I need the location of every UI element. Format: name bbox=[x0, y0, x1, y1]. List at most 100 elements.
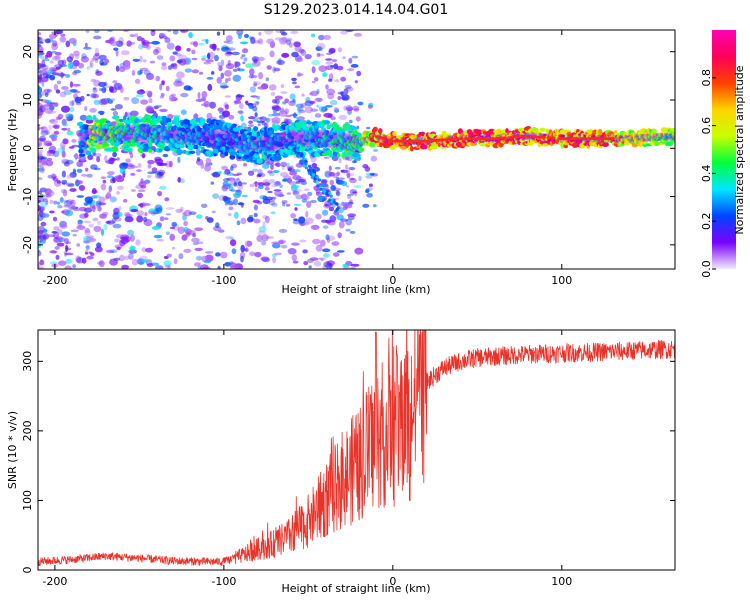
spectrogram-cell bbox=[109, 86, 114, 93]
spectrogram-cell bbox=[292, 190, 298, 196]
spectrogram-cell bbox=[59, 223, 68, 229]
spectrogram-cell bbox=[356, 250, 361, 254]
spectrogram-cell bbox=[57, 59, 65, 66]
spectrogram-ridge-cell bbox=[313, 144, 318, 150]
spectrogram-cell bbox=[323, 34, 332, 41]
spectrogram-cell bbox=[202, 266, 211, 269]
spectrogram-cell bbox=[197, 265, 201, 269]
spectrogram-cell bbox=[340, 30, 349, 35]
spectrogram-cell bbox=[155, 265, 164, 269]
spectrogram-branch-cell bbox=[312, 173, 316, 177]
spectrogram-cell bbox=[227, 59, 231, 66]
spectrogram-cell bbox=[325, 105, 333, 108]
spectrogram-cell bbox=[330, 185, 337, 192]
spectrogram-cell bbox=[62, 189, 68, 197]
spectrogram-ridge-cell bbox=[182, 149, 187, 154]
spectrogram-cell bbox=[249, 68, 255, 76]
spectrogram-ridge-cell bbox=[198, 122, 206, 126]
spectrogram-cell bbox=[362, 164, 369, 169]
spectrogram-halo-cell bbox=[83, 129, 88, 148]
spectrogram-halo-cell bbox=[300, 129, 305, 148]
spectrogram-cell bbox=[88, 223, 95, 228]
spectrogram-cell bbox=[89, 108, 97, 113]
spectrogram-ridge-cell bbox=[173, 116, 180, 122]
spectrogram-cell bbox=[220, 72, 225, 79]
spectrogram-cell bbox=[76, 132, 81, 137]
spectrogram-cell bbox=[92, 205, 96, 213]
spectrogram-cell bbox=[221, 46, 229, 52]
spectrogram-cell bbox=[191, 49, 196, 55]
spectrogram-cell bbox=[236, 67, 240, 71]
spectrogram-cell bbox=[114, 175, 124, 179]
spectrogram-cell bbox=[38, 102, 44, 109]
spectrogram-cell bbox=[206, 77, 214, 80]
spectrogram-ridge-cell bbox=[372, 126, 378, 132]
spectrogram-cell bbox=[271, 105, 280, 110]
spectrogram-ridge-cell bbox=[286, 132, 292, 138]
spectrogram-cell bbox=[219, 82, 228, 90]
spectrogram-cell bbox=[53, 150, 60, 158]
y-tick-label: 10 bbox=[21, 93, 34, 107]
spectrogram-core-cell bbox=[597, 137, 603, 141]
spectrogram-cell bbox=[278, 228, 288, 233]
spectrogram-cell bbox=[282, 202, 286, 207]
spectrogram-cell bbox=[328, 78, 333, 82]
spectrogram-cell bbox=[143, 216, 148, 222]
spectrogram-cell bbox=[328, 206, 335, 212]
spectrogram-cell bbox=[165, 207, 175, 210]
spectrogram-cell bbox=[262, 198, 271, 205]
spectrogram-cell bbox=[60, 189, 67, 194]
spectrogram-cell bbox=[147, 163, 152, 169]
spectrogram-ridge-cell bbox=[161, 124, 166, 130]
spectrogram-halo-cell bbox=[306, 129, 311, 148]
spectrogram-ridge-cell bbox=[222, 134, 230, 139]
spectrogram-cell bbox=[209, 101, 216, 109]
spectrogram-cell bbox=[298, 109, 306, 114]
spectrogram-ridge-cell bbox=[445, 133, 452, 138]
spectrogram-cell bbox=[38, 54, 42, 58]
spectrogram-cell bbox=[373, 148, 379, 152]
spectrogram-cell bbox=[223, 40, 230, 44]
x-tick-label: 100 bbox=[551, 575, 572, 588]
spectrogram-cell bbox=[340, 169, 349, 174]
spectrogram-x-label: Height of straight line (km) bbox=[281, 283, 430, 296]
spectrogram-cell bbox=[286, 162, 290, 167]
spectrogram-cell bbox=[44, 197, 48, 201]
spectrogram-cell bbox=[301, 198, 308, 203]
spectrogram-cell bbox=[152, 48, 159, 56]
spectrogram-cell bbox=[85, 119, 94, 124]
spectrogram-cell bbox=[249, 183, 255, 188]
spectrogram-cell bbox=[161, 62, 167, 67]
spectrogram-cell bbox=[323, 253, 330, 258]
spectrogram-cell bbox=[188, 211, 197, 215]
spectrogram-ridge-cell bbox=[276, 136, 284, 143]
spectrogram-cell bbox=[53, 124, 60, 130]
spectrogram-cell bbox=[167, 30, 172, 33]
spectrogram-cell bbox=[218, 65, 223, 72]
spectrogram-cell bbox=[243, 57, 248, 62]
spectrogram-cell bbox=[165, 213, 172, 216]
spectrogram-ridge-cell bbox=[410, 146, 414, 152]
spectrogram-cell bbox=[323, 156, 330, 159]
spectrogram-cell bbox=[65, 182, 75, 186]
spectrogram-ridge-cell bbox=[184, 136, 189, 143]
spectrogram-cell bbox=[325, 234, 330, 241]
spectrogram-cell bbox=[258, 182, 265, 187]
spectrogram-cell bbox=[71, 99, 75, 107]
spectrogram-cell bbox=[129, 110, 139, 117]
spectrogram-cell bbox=[109, 178, 116, 184]
spectrogram-cell bbox=[182, 212, 187, 216]
spectrogram-cell bbox=[343, 105, 347, 111]
spectrogram-cell bbox=[65, 113, 74, 119]
spectrogram-cell bbox=[365, 175, 373, 179]
spectrogram-cell bbox=[131, 69, 136, 76]
spectrogram-cell bbox=[153, 234, 163, 239]
spectrogram-cell bbox=[93, 30, 100, 34]
spectrogram-cell bbox=[316, 52, 321, 58]
spectrogram-halo-cell bbox=[219, 129, 224, 148]
spectrogram-cell bbox=[259, 116, 267, 122]
spectrogram-cell bbox=[292, 191, 300, 195]
spectrogram-cell bbox=[177, 226, 185, 234]
spectrogram-cell bbox=[64, 209, 74, 217]
spectrogram-cell bbox=[48, 110, 56, 114]
